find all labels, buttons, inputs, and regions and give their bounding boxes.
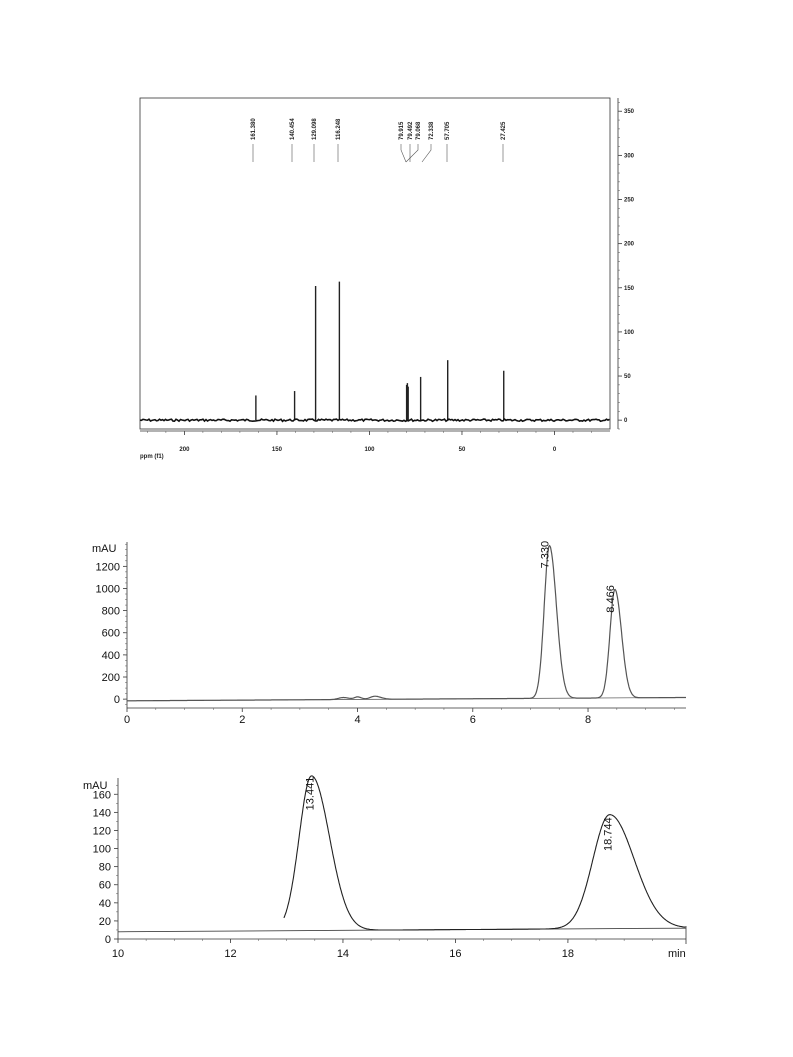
nmr-peak-label: 116.248 xyxy=(336,118,342,140)
nmr-peak-label: 27.425 xyxy=(501,121,507,140)
hplc1-y-tick-label: 200 xyxy=(102,672,120,684)
hplc2-y-tick-label: 160 xyxy=(93,789,111,801)
hplc2-x-ticks: 10 12 14 16 18 xyxy=(112,939,653,960)
hplc1-y-tick-label: 400 xyxy=(102,650,120,662)
nmr-y-tick-label: 0 xyxy=(624,418,628,424)
hplc2-x-tick-label: 16 xyxy=(449,948,461,960)
nmr-peak-label: 161.380 xyxy=(251,118,257,140)
nmr-peak-label: 57.705 xyxy=(445,121,451,140)
nmr-y-tick-label: 350 xyxy=(624,109,635,115)
hplc1-peak-label: 8.466 xyxy=(605,585,617,613)
hplc2-y-tick-label: 60 xyxy=(99,880,111,892)
hplc2-y-ticks: 0 20 40 60 80 100 120 140 160 xyxy=(93,784,118,946)
nmr-peak-label: 79.068 xyxy=(416,121,422,140)
hplc2-y-tick-label: 80 xyxy=(99,862,111,874)
hplc1-peak-label: 7.330 xyxy=(539,541,551,569)
nmr-x-tick-label: 200 xyxy=(179,447,190,453)
nmr-y-tick-label: 250 xyxy=(624,198,635,204)
hplc1-y-axis-label: mAU xyxy=(92,543,117,555)
nmr-peaks xyxy=(255,281,505,421)
hplc2-x-axis-label: min xyxy=(668,948,686,960)
nmr-x-tick-label: 50 xyxy=(459,447,466,453)
nmr-peak-label: 140.454 xyxy=(290,118,296,140)
nmr-label-leader xyxy=(405,144,419,163)
hplc1-y-tick-label: 600 xyxy=(102,628,120,640)
hplc1-x-ticks: 0 2 4 6 8 xyxy=(124,708,675,726)
hplc2-y-tick-label: 40 xyxy=(99,898,111,910)
nmr-x-tick-label: 150 xyxy=(272,447,283,453)
nmr-y-tick-label: 50 xyxy=(624,374,631,380)
hplc1-y-ticks: 0 200 400 600 800 1000 1200 xyxy=(96,543,127,706)
nmr-y-tick-label: 200 xyxy=(624,242,635,248)
hplc1-x-tick-label: 2 xyxy=(239,714,245,726)
hplc1-trace xyxy=(127,544,686,702)
hplc-chromatogram-1: mAU 0 2 4 6 8 0 200 400 600 800 1000 1200 7.330 8.4… xyxy=(92,541,687,726)
hplc-chromatogram-2: mAU min 10 12 14 16 18 0 20 40 60 80 100 120 140 160… xyxy=(83,775,687,960)
hplc1-x-tick-label: 8 xyxy=(585,714,591,726)
hplc2-x-tick-label: 12 xyxy=(224,948,236,960)
hplc1-x-tick-label: 0 xyxy=(124,714,130,726)
nmr-peak-label: 79.915 xyxy=(399,121,405,140)
hplc2-peak-label: 18.744 xyxy=(603,817,615,851)
nmr-x-tick-label: 100 xyxy=(364,447,375,453)
hplc2-peak-labels: 13.441 18.744 xyxy=(305,777,615,851)
nmr-y-tick-label: 300 xyxy=(624,153,635,159)
nmr-spectrum: 200 150 100 50 0 0 50 100 150 200 250 300 350 161.3… xyxy=(139,97,635,460)
hplc2-y-tick-label: 100 xyxy=(93,844,111,856)
nmr-label-leader xyxy=(400,144,407,163)
hplc2-y-tick-label: 120 xyxy=(93,825,111,837)
hplc2-x-tick-label: 10 xyxy=(112,948,124,960)
nmr-y-tick-label: 150 xyxy=(624,286,635,292)
hplc2-x-tick-label: 14 xyxy=(337,948,349,960)
nmr-baseline-noise xyxy=(139,417,610,423)
hplc1-y-tick-label: 0 xyxy=(114,694,120,706)
nmr-peak-labels: 161.380 140.454 129.098 116.248 79.915 79.492… xyxy=(251,118,507,163)
nmr-y-ticks: 0 50 100 150 200 250 300 350 xyxy=(618,102,635,430)
nmr-x-axis-label: ppm (f1) xyxy=(140,454,164,460)
hplc1-x-tick-label: 6 xyxy=(470,714,476,726)
nmr-peak-label: 72.338 xyxy=(429,121,435,140)
nmr-label-leader xyxy=(421,144,432,163)
hplc2-y-tick-label: 20 xyxy=(99,916,111,928)
hplc1-y-tick-label: 1200 xyxy=(96,561,120,573)
nmr-plot-frame xyxy=(139,97,611,430)
hplc1-y-tick-label: 1000 xyxy=(96,583,120,595)
hplc1-x-tick-label: 4 xyxy=(354,714,360,726)
hplc2-y-axis-label: mAU xyxy=(83,780,108,792)
nmr-x-tick-label: 0 xyxy=(553,447,557,453)
hplc2-peak-label: 13.441 xyxy=(305,777,317,811)
hplc2-y-tick-label: 140 xyxy=(93,807,111,819)
hplc2-x-tick-label: 18 xyxy=(562,948,574,960)
nmr-y-tick-label: 100 xyxy=(624,330,635,336)
nmr-peak-label: 79.492 xyxy=(408,121,414,140)
nmr-peak-label: 129.098 xyxy=(312,118,318,140)
hplc1-peak-labels: 7.330 8.466 xyxy=(539,541,616,613)
nmr-x-ticks: 200 150 100 50 0 xyxy=(147,431,592,453)
hplc2-trace xyxy=(283,775,686,931)
hplc2-y-tick-label: 0 xyxy=(105,934,111,946)
hplc1-y-tick-label: 800 xyxy=(102,606,120,618)
